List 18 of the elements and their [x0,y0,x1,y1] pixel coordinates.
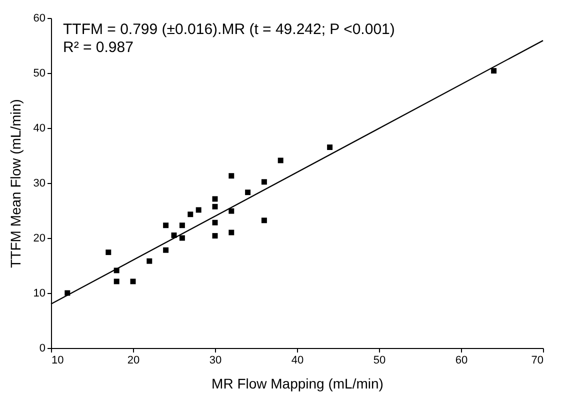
annotation: TTFM = 0.799 (±0.016).MR (t = 49.242; P <0.001) [63,21,395,38]
y-tick-label: 0 [39,342,46,354]
x-tick-label: 20 [127,354,140,366]
y-tick-label: 20 [33,232,46,244]
annotation: R² = 0.987 [63,39,134,56]
y-tick-label: 40 [33,122,46,134]
x-tick-label: 70 [531,354,544,366]
x-tick-label: 10 [52,354,64,366]
x-tick-label: 50 [373,354,386,366]
y-tick-label: 60 [33,12,46,24]
x-tick-label: 60 [455,354,468,366]
y-tick-label: 50 [33,68,46,80]
x-axis-title: MR Flow Mapping (mL/min) [212,376,384,392]
y-tick-label: 30 [33,178,46,190]
y-tick-label: 10 [33,288,46,300]
x-tick-label: 40 [291,354,304,366]
y-axis-title: TTFM Mean Flow (mL/min) [7,99,24,268]
x-tick-label: 30 [209,354,222,366]
